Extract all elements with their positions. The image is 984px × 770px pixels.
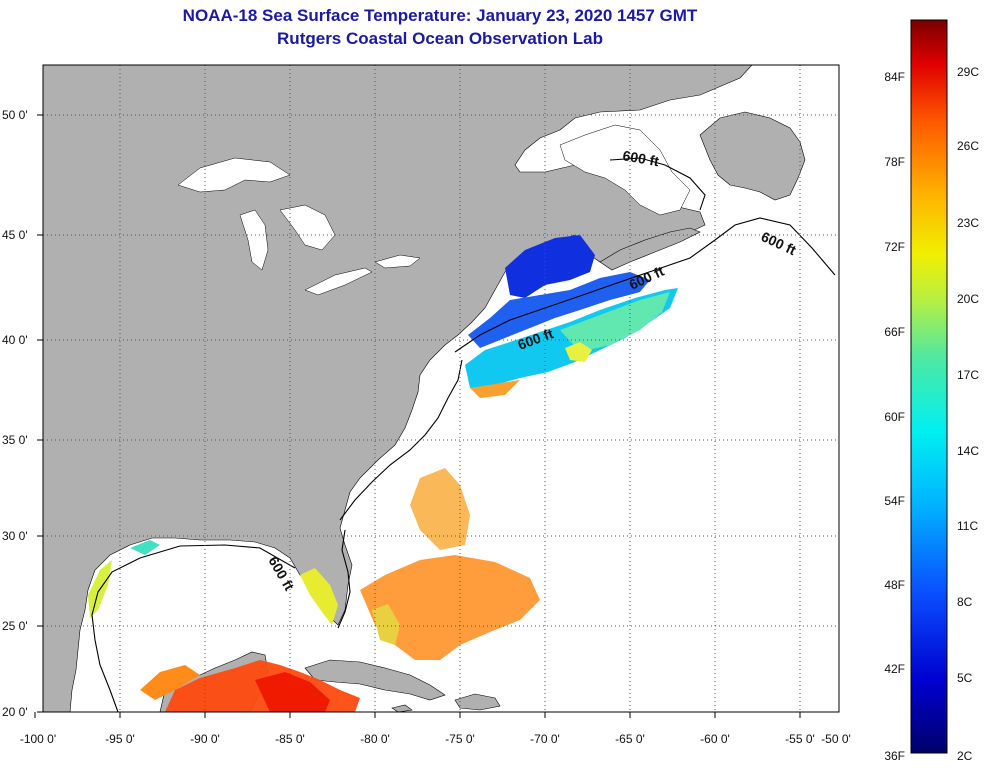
land-newfoundland (699, 111, 806, 201)
sst-gulf-cyan (130, 540, 160, 555)
sst-bahamas-yellow (372, 604, 400, 645)
lat-label: 40 0' (2, 333, 28, 347)
lat-label: 45 0' (2, 228, 28, 242)
sst-atlantic-orange (410, 468, 470, 550)
lake-huron (279, 204, 336, 251)
lon-label: -60 0' (700, 732, 730, 746)
sst-bahamas-orange (360, 555, 540, 660)
colorbar-fahrenheit-labels: 84F 78F 72F 66F 60F 54F 48F 42F 36F (884, 70, 905, 763)
lat-label: 35 0' (2, 433, 28, 447)
colorbar-f-label: 48F (884, 578, 905, 592)
land-hispaniola (454, 693, 501, 711)
lake-michigan (239, 209, 269, 271)
colorbar-c-label: 20C (957, 292, 979, 306)
colorbar-celsius-labels: 29C 26C 23C 20C 17C 14C 11C 8C 5C 2C (957, 65, 979, 763)
lat-label: 20 0' (2, 705, 28, 719)
lake-ontario (374, 254, 421, 269)
lake-superior (177, 157, 291, 193)
map-subtitle: Rutgers Coastal Ocean Observation Lab (277, 29, 603, 48)
graticule (43, 65, 839, 712)
plot-frame (42, 64, 840, 713)
lon-label: -100 0' (20, 732, 56, 746)
map-title: NOAA-18 Sea Surface Temperature: January… (182, 6, 698, 25)
lon-label: -50 0' (821, 732, 851, 746)
sst-gulf-maine-blue (505, 235, 595, 298)
lon-label: -70 0' (530, 732, 560, 746)
colorbar-f-label: 42F (884, 662, 905, 676)
colorbar-c-label: 5C (957, 671, 973, 685)
colorbar-f-label: 36F (884, 749, 905, 763)
colorbar-c-label: 29C (957, 65, 979, 79)
sst-shelf-green (560, 292, 670, 352)
sst-gulf-deep-red (255, 672, 330, 712)
lon-label: -85 0' (275, 732, 305, 746)
colorbar-f-label: 54F (884, 494, 905, 508)
colorbar-c-label: 2C (957, 749, 973, 763)
bathymetry-contours (91, 157, 836, 713)
lon-label: -95 0' (105, 732, 135, 746)
colorbar-f-label: 72F (884, 240, 905, 254)
lon-label: -75 0' (445, 732, 475, 746)
lon-label: -55 0' (785, 732, 815, 746)
lat-label: 30 0' (2, 529, 28, 543)
sst-gulf-orange (140, 665, 200, 700)
contour-label-4: 600 ft (621, 147, 660, 169)
sst-shelf-blue (468, 272, 650, 348)
lon-label: -80 0' (360, 732, 390, 746)
land-cuba (304, 659, 446, 701)
colorbar (910, 19, 948, 754)
colorbar-f-label: 78F (884, 155, 905, 169)
land-nova-scotia (599, 227, 701, 271)
sst-florida-yellow (300, 568, 338, 625)
colorbar-c-label: 14C (957, 444, 979, 458)
lake-erie (304, 267, 373, 296)
land-north-america (43, 65, 753, 712)
tick-marks (34, 114, 801, 718)
lat-label: 50 0' (2, 108, 28, 122)
colorbar-c-label: 17C (957, 368, 979, 382)
sst-shelf-edge-orange (470, 380, 520, 398)
colorbar-f-label: 66F (884, 325, 905, 339)
lon-label: -65 0' (615, 732, 645, 746)
colorbar-f-label: 60F (884, 410, 905, 424)
colorbar-c-label: 23C (957, 216, 979, 230)
colorbar-f-label: 84F (884, 70, 905, 84)
sst-warm-eddy (565, 342, 592, 362)
gulf-st-lawrence (559, 124, 691, 216)
lon-label: -90 0' (190, 732, 220, 746)
lat-label: 25 0' (2, 619, 28, 633)
land-jamaica (391, 704, 413, 712)
colorbar-c-label: 8C (957, 595, 973, 609)
colorbar-c-label: 11C (957, 519, 978, 533)
colorbar-c-label: 26C (957, 139, 979, 153)
